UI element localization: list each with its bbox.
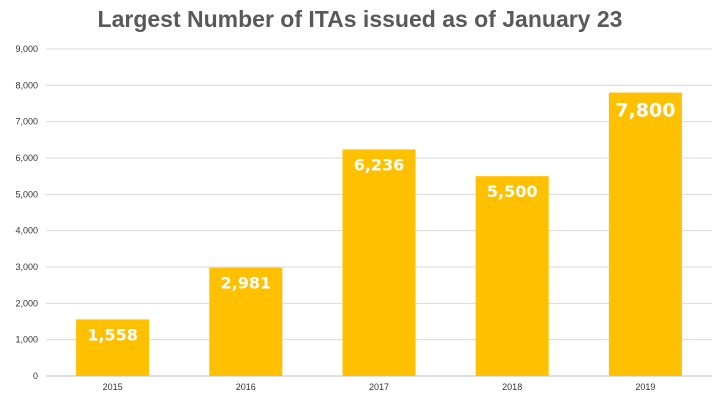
y-tick-label: 4,000 <box>15 226 38 236</box>
data-label-2017: 6,236 <box>354 155 405 174</box>
x-tick-label: 2018 <box>502 382 522 392</box>
data-label-2016: 2,981 <box>220 274 271 293</box>
y-tick-label: 7,000 <box>15 117 38 127</box>
bar-2016 <box>209 267 283 376</box>
data-label-2019: 7,800 <box>615 100 675 122</box>
y-tick-label: 6,000 <box>15 153 38 163</box>
chart-title: Largest Number of ITAs issued as of Janu… <box>97 6 623 32</box>
bar-2017 <box>342 149 416 376</box>
y-tick-label: 1,000 <box>15 335 38 345</box>
y-tick-label: 0 <box>33 371 38 381</box>
y-tick-label: 2,000 <box>15 298 38 308</box>
y-tick-label: 5,000 <box>15 189 38 199</box>
y-tick-label: 3,000 <box>15 262 38 272</box>
data-label-2018: 5,500 <box>487 182 538 201</box>
x-tick-label: 2015 <box>103 382 123 392</box>
x-tick-label: 2019 <box>635 382 655 392</box>
bar-2019 <box>608 92 682 376</box>
x-tick-label: 2016 <box>236 382 256 392</box>
bar-2015 <box>76 319 150 376</box>
x-tick-label: 2017 <box>369 382 389 392</box>
y-tick-label: 9,000 <box>15 44 38 54</box>
data-label-2015: 1,558 <box>87 325 138 344</box>
bar-2018 <box>475 176 549 376</box>
y-tick-label: 8,000 <box>15 80 38 90</box>
